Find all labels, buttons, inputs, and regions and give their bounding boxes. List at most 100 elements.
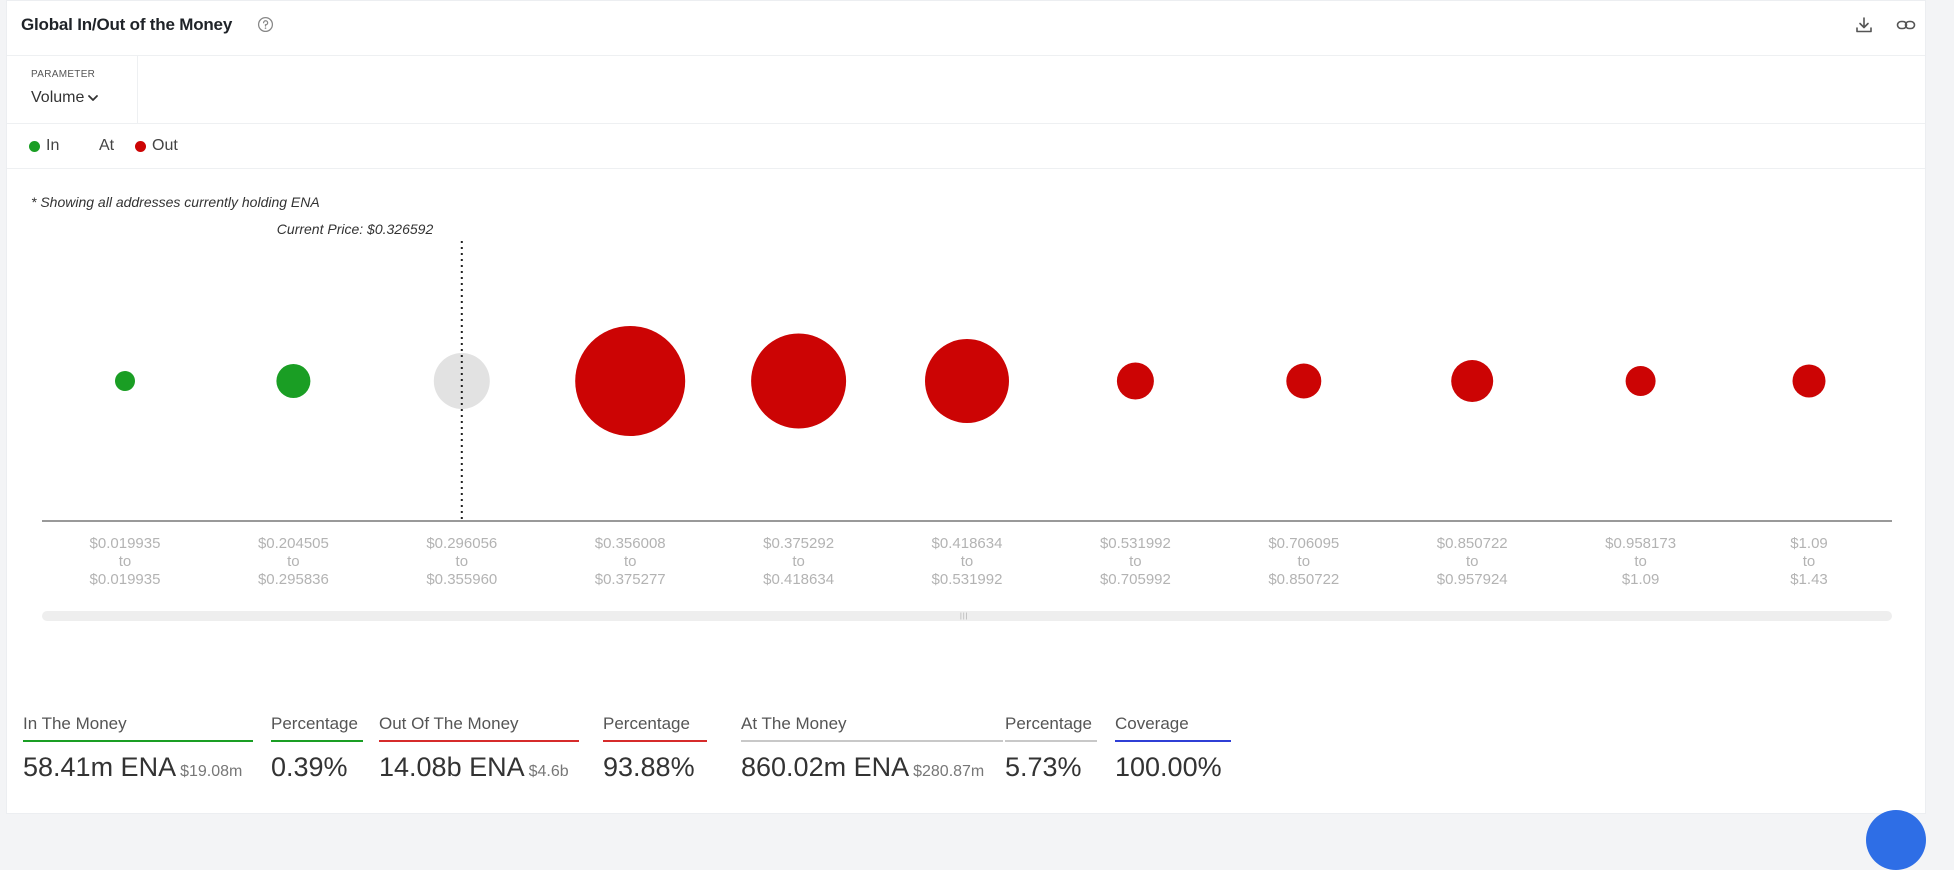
- stat-label: Percentage: [603, 714, 707, 742]
- legend-label-out: Out: [152, 137, 178, 154]
- tick-label-to: $0.019935: [90, 571, 161, 588]
- stat-2: Out Of The Money 14.08b ENA $4.6b: [379, 714, 579, 783]
- link-icon[interactable]: [1895, 14, 1917, 36]
- bubble-out[interactable]: [1116, 362, 1154, 400]
- stat-value-text: 14.08b ENA: [379, 752, 525, 782]
- tick-label-from: $0.296056: [426, 535, 497, 552]
- stat-value-text: 58.41m ENA: [23, 752, 177, 782]
- stat-label: At The Money: [741, 714, 1003, 742]
- stat-3: Percentage 93.88%: [603, 714, 707, 783]
- legend-item-in[interactable]: In: [29, 137, 59, 155]
- tick-label-separator: to: [792, 553, 805, 570]
- legend-label-at: At: [99, 137, 115, 154]
- tick-label-from: $0.375292: [763, 535, 834, 552]
- stat-value-text: 860.02m ENA: [741, 752, 910, 782]
- stat-value: 93.88%: [603, 752, 707, 783]
- tick-label-to: $0.355960: [426, 571, 497, 588]
- stat-label: Coverage: [1115, 714, 1231, 742]
- tick-label-separator: to: [456, 553, 469, 570]
- tick-label-from: $0.204505: [258, 535, 329, 552]
- current-price-label: Current Price: $0.326592: [276, 221, 434, 237]
- tick-label-to: $0.418634: [763, 571, 834, 588]
- parameter-row: PARAMETER Volume: [7, 55, 1925, 124]
- stat-value-text: 100.00%: [1115, 752, 1222, 782]
- tick-label-separator: to: [1298, 553, 1311, 570]
- stat-1: Percentage 0.39%: [271, 714, 363, 783]
- stat-value: 58.41m ENA $19.08m: [23, 752, 253, 783]
- tick-label-separator: to: [287, 553, 300, 570]
- stat-value-text: 93.88%: [603, 752, 695, 782]
- tick-label-to: $0.705992: [1100, 571, 1171, 588]
- tick-label-from: $0.531992: [1100, 535, 1171, 552]
- legend: In At Out: [7, 123, 1925, 169]
- stat-usd-value: $19.08m: [180, 763, 243, 780]
- stat-value: 5.73%: [1005, 752, 1097, 783]
- bubble-out[interactable]: [925, 339, 1009, 423]
- tick-label-from: $0.706095: [1268, 535, 1339, 552]
- download-icon[interactable]: [1853, 14, 1875, 36]
- legend-dot-out: [135, 140, 146, 152]
- stat-value: 0.39%: [271, 752, 363, 783]
- legend-label-in: In: [46, 137, 60, 154]
- stat-value: 100.00%: [1115, 752, 1231, 783]
- stat-5: Percentage 5.73%: [1005, 714, 1097, 783]
- question-circle-icon[interactable]: [257, 16, 274, 33]
- stat-value-text: 5.73%: [1005, 752, 1082, 782]
- tick-label-separator: to: [1466, 553, 1479, 570]
- stat-6: Coverage 100.00%: [1115, 714, 1231, 783]
- tick-label-separator: to: [119, 553, 132, 570]
- tick-label-to: $0.375277: [595, 571, 666, 588]
- parameter-select[interactable]: Volume: [31, 89, 99, 107]
- stat-4: At The Money 860.02m ENA $280.87m: [741, 714, 1003, 783]
- tick-label-to: $0.850722: [1268, 571, 1339, 588]
- legend-dot-in: [29, 140, 40, 152]
- iomap-card: Global In/Out of the Money PARAMETER Vol…: [6, 0, 1926, 814]
- tick-label-separator: to: [1634, 553, 1647, 570]
- stat-label: Percentage: [271, 714, 363, 742]
- legend-item-out[interactable]: Out: [135, 137, 178, 155]
- stat-value: 14.08b ENA $4.6b: [379, 752, 579, 783]
- stat-label: Percentage: [1005, 714, 1097, 742]
- tick-label-to: $0.531992: [932, 571, 1003, 588]
- tick-label-to: $1.43: [1790, 571, 1828, 588]
- stat-label: In The Money: [23, 714, 253, 742]
- holders-note: * Showing all addresses currently holdin…: [31, 194, 320, 210]
- tick-label-from: $0.019935: [90, 535, 161, 552]
- bubble-in[interactable]: [276, 364, 311, 398]
- chevron-down-icon: [88, 95, 99, 101]
- tick-label-from: $0.356008: [595, 535, 666, 552]
- tick-label-separator: to: [1803, 553, 1816, 570]
- stat-value-text: 0.39%: [271, 752, 348, 782]
- bubble-out[interactable]: [1625, 366, 1656, 396]
- stat-0: In The Money 58.41m ENA $19.08m: [23, 714, 253, 783]
- bubble-in[interactable]: [115, 371, 135, 391]
- tick-label-separator: to: [1129, 553, 1142, 570]
- tick-label-separator: to: [624, 553, 637, 570]
- parameter-label: PARAMETER: [31, 69, 96, 80]
- bubble-out[interactable]: [1792, 364, 1826, 398]
- tick-label-separator: to: [961, 553, 974, 570]
- tick-label-to: $1.09: [1622, 571, 1660, 588]
- stat-usd-value: $4.6b: [528, 763, 569, 780]
- bubble-out[interactable]: [575, 326, 686, 436]
- legend-item-at[interactable]: At: [99, 137, 114, 155]
- stat-value: 860.02m ENA $280.87m: [741, 752, 1003, 783]
- chat-bubble-button[interactable]: [1866, 810, 1926, 870]
- bubble-out[interactable]: [751, 333, 847, 429]
- card-title: Global In/Out of the Money: [21, 15, 233, 34]
- bubble-out[interactable]: [1286, 363, 1322, 399]
- card-header: Global In/Out of the Money: [7, 1, 1925, 56]
- chart-scrollbar[interactable]: |||: [42, 611, 1892, 621]
- tick-label-from: $1.09: [1790, 535, 1828, 552]
- tick-label-from: $0.850722: [1437, 535, 1508, 552]
- iomap-chart: $0.019935to$0.019935$0.204505to$0.295836…: [42, 241, 1892, 588]
- tick-label-from: $0.958173: [1605, 535, 1676, 552]
- parameter-value: Volume: [31, 89, 85, 106]
- bubble-out[interactable]: [1451, 360, 1494, 402]
- tick-label-to: $0.957924: [1437, 571, 1508, 588]
- tick-label-to: $0.295836: [258, 571, 329, 588]
- stat-usd-value: $280.87m: [913, 763, 985, 780]
- parameter-box: PARAMETER Volume: [7, 55, 138, 123]
- stat-label: Out Of The Money: [379, 714, 579, 742]
- scroll-grip-icon[interactable]: |||: [960, 613, 969, 620]
